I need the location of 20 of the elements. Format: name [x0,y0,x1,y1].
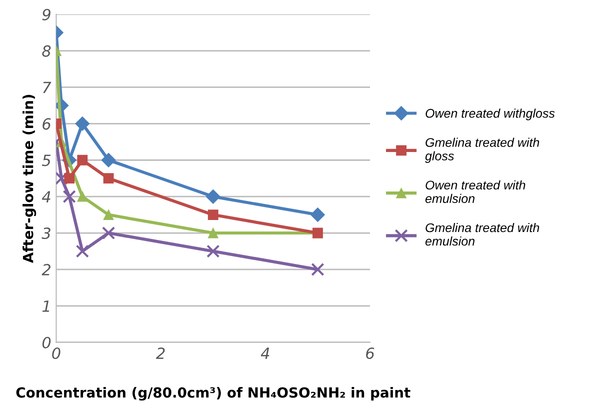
y-tick-label: 6 [42,118,51,130]
y-tick-label: 8 [42,45,51,57]
x-tick-label: 2 [156,347,165,359]
y-tick-label: 2 [42,264,50,276]
y-axis-title: After-glow time (min) [22,94,36,263]
x-tick-label: 6 [366,347,374,360]
legend-label: Owen treated with emulsion [425,180,526,204]
x-tick-label: 4 [260,348,270,359]
y-tick-label: 0 [42,336,51,348]
y-tick-label: 4 [42,191,50,202]
legend-label: Gmelina treated with emulsion [425,222,540,246]
y-tick-label: 3 [42,227,50,240]
x-axis-title: Concentration (g/80.0cm³) of NH₄OSO₂NH₂ in paint [16,386,410,401]
y-tick-label: 7 [43,82,52,94]
y-tick-label: 9 [42,8,50,20]
y-tick-label: 5 [42,154,51,166]
y-tick-label: 1 [42,300,50,312]
x-tick-label: 0 [52,347,60,360]
legend-label: Owen treated withgloss [426,108,555,120]
legend-label: Gmelina treated with gloss [425,138,540,163]
